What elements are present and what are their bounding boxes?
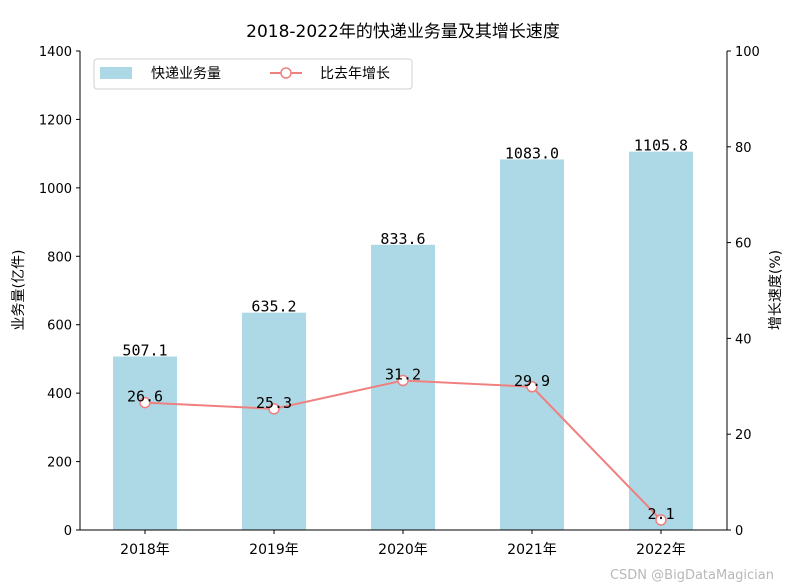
y-right-tick-label-5: 100: [735, 45, 760, 60]
growth-point-0: [139, 396, 151, 409]
x-tick-label-3: 2021年: [507, 542, 557, 558]
x-tick-label-0: 2018年: [120, 542, 170, 558]
growth-value-label-2: 31.2: [385, 366, 421, 384]
chart-title: 2018-2022年的快递业务量及其增长速度: [246, 22, 560, 42]
bar-value-label-4: 1105.8: [634, 137, 688, 155]
growth-point-4: [655, 514, 667, 526]
y-left-tick-label-7: 1400: [39, 45, 72, 60]
bar-4: [629, 151, 693, 530]
legend-marker-growth: [280, 67, 292, 79]
x-tick-label-4: 2022年: [636, 542, 686, 558]
y-left-tick-label-5: 1000: [39, 182, 72, 197]
y-right-tick-label-3: 60: [735, 237, 752, 252]
y-left-tick-label-4: 800: [47, 250, 72, 265]
growth-point-3: [526, 381, 538, 393]
legend: 快递业务量 比去年增长: [93, 58, 413, 90]
growth-value-label-4: 2.1: [647, 505, 674, 523]
y-right-tick-label-2: 40: [735, 332, 752, 347]
bar-2: [371, 244, 435, 530]
y-left-tick-label-6: 1200: [39, 113, 72, 128]
bar-value-label-3: 1083.0: [505, 144, 559, 162]
growth-line-layer: 26.6 25.3 31.2 29.9 2.1: [127, 366, 675, 526]
bars-layer: [113, 151, 693, 530]
y-left-tick-label-0: 0: [64, 524, 72, 539]
axes-layer: 0 200 400 600 800 1000 1200 1400 0 20 40 60 80 100 201…: [39, 45, 760, 558]
y-left-tick-label-1: 200: [47, 456, 72, 471]
x-tick-label-2: 2020年: [378, 542, 428, 558]
y-axis-left-label: 业务量(亿件): [11, 250, 27, 331]
legend-label-growth: 比去年增长: [320, 66, 390, 82]
bar-3: [500, 159, 564, 530]
bar-labels-layer: 507.1 635.2 833.6 1083.0 1105.8: [122, 137, 688, 360]
growth-point-1: [268, 403, 280, 415]
growth-point-2: [397, 374, 409, 387]
growth-value-label-3: 29.9: [514, 372, 550, 390]
legend-label-volume: 快递业务量: [151, 66, 221, 82]
y-left-tick-label-3: 600: [47, 319, 72, 334]
bar-value-label-2: 833.6: [380, 230, 425, 248]
bar-value-label-1: 635.2: [251, 298, 296, 316]
y-right-tick-label-1: 20: [735, 428, 752, 443]
watermark: CSDN @BigDataMagician: [610, 568, 774, 583]
bar-0: [113, 356, 177, 530]
x-tick-label-1: 2019年: [249, 542, 299, 558]
bar-1: [242, 312, 306, 530]
legend-swatch-volume: [100, 67, 132, 79]
y-right-tick-label-0: 0: [735, 524, 743, 539]
growth-value-label-0: 26.6: [127, 388, 163, 406]
y-right-tick-label-4: 80: [735, 141, 752, 156]
legend-frame: [93, 58, 413, 90]
y-axis-right-label: 增长速度(%): [768, 250, 784, 330]
y-left-tick-label-2: 400: [47, 387, 72, 402]
growth-value-label-1: 25.3: [256, 394, 292, 412]
bar-value-label-0: 507.1: [122, 341, 167, 359]
